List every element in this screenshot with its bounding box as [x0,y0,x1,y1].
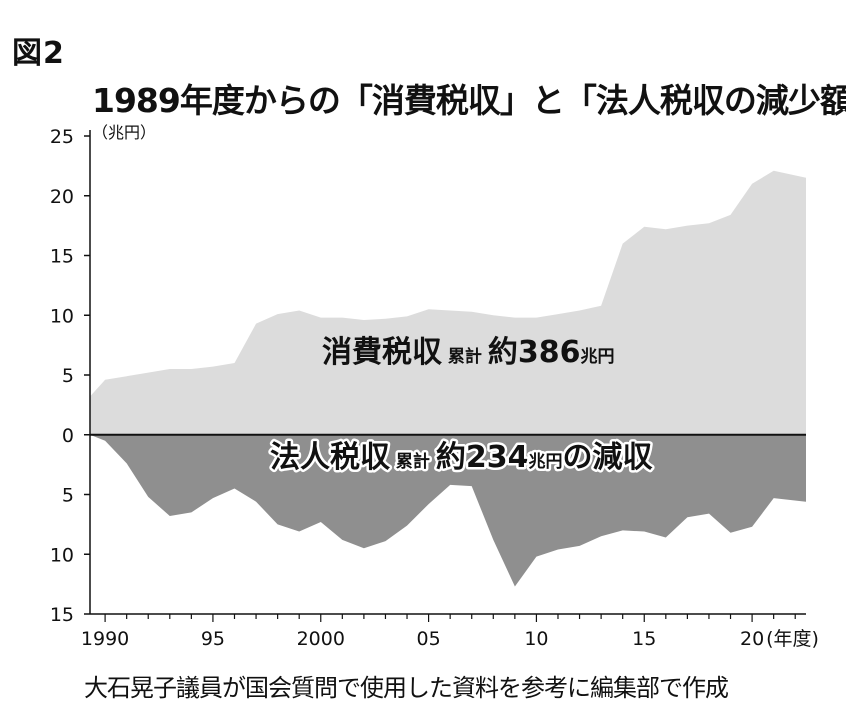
y-tick-label: 15 [50,246,74,268]
consumption-tax-area [90,170,806,435]
corporate-tax-label: 法人税収 累計 約234兆円の減収 [270,440,653,475]
figure-label: 図2 [12,36,65,71]
x-tick-label: 95 [201,628,225,650]
y-tick-label: 10 [50,305,74,327]
y-tick-label: 15 [50,604,74,626]
chart-title: 1989年度からの「消費税収」と「法人税収の減少額」 [92,81,846,120]
x-tick-label: 10 [524,628,548,650]
y-tick-label: 20 [50,186,74,208]
y-tick-label: 5 [62,365,74,387]
x-tick-label: 2000 [297,628,345,650]
y-tick-label: 25 [50,126,74,148]
x-tick-label: 20 [740,628,764,650]
consumption-tax-label: 消費税収 累計 約386兆円 [322,335,614,370]
y-tick-label: 10 [50,544,74,566]
y-tick-label: 0 [62,425,74,447]
x-tick-label: 1990 [81,628,129,650]
corporate-tax-decrease-area [90,434,806,587]
x-axis-unit: (年度) [766,628,819,650]
x-tick-label: 05 [416,628,440,650]
x-tick-label: 15 [632,628,656,650]
y-axis-unit: （兆円） [92,123,156,142]
y-tick-label: 5 [62,485,74,507]
source-note: 大石晃子議員が国会質問で使用した資料を参考に編集部で作成 [84,674,729,702]
